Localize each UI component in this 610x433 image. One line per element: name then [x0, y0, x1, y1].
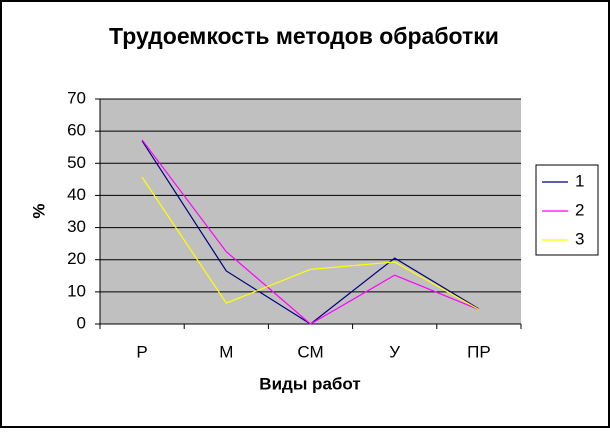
legend: [535, 164, 599, 256]
x-tick-label: СМ: [297, 342, 323, 361]
plot-area: [100, 99, 521, 324]
x-tick-label: У: [389, 342, 400, 361]
y-tick-label: 20: [67, 249, 86, 268]
y-axis-label: %: [29, 203, 48, 218]
y-tick-label: 70: [67, 88, 86, 107]
x-tick-label: Р: [136, 342, 147, 361]
chart-title: Трудоемкость методов обработки: [109, 23, 499, 49]
y-tick-label: 10: [67, 281, 86, 300]
legend-label: 2: [575, 200, 584, 219]
y-tick-label: 50: [67, 153, 86, 172]
y-tick-label: 0: [77, 313, 86, 332]
legend-label: 3: [575, 229, 584, 248]
legend-label: 1: [575, 171, 584, 190]
y-tick-label: 30: [67, 217, 86, 236]
y-tick-label: 40: [67, 185, 86, 204]
line-series: [141, 139, 480, 325]
line-series: [141, 176, 480, 311]
x-tick-label: ПР: [467, 342, 491, 361]
y-tick-label: 60: [67, 121, 86, 140]
x-tick-label: М: [219, 342, 233, 361]
x-axis-label: Виды работ: [259, 374, 360, 393]
